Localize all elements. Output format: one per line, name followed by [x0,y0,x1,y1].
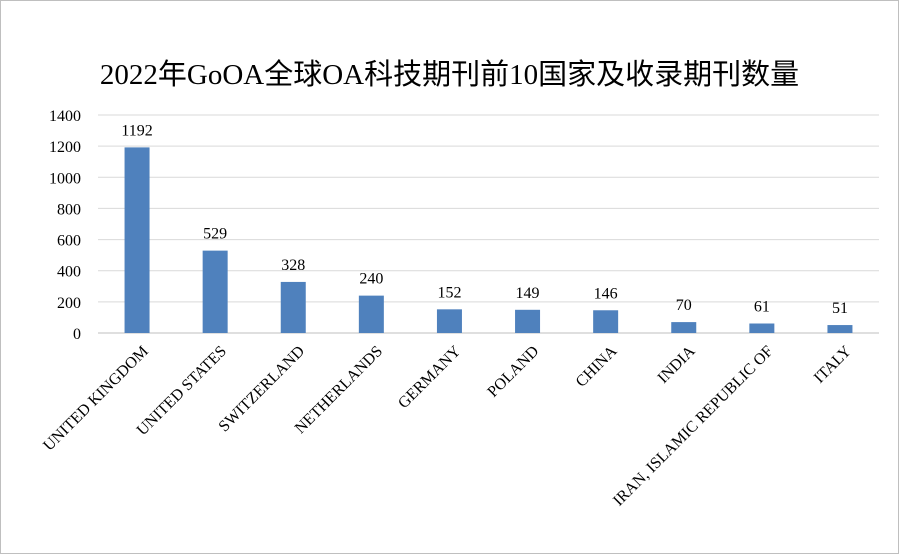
x-tick-label: CHINA [573,342,621,390]
bar [671,322,697,333]
bar [124,147,150,333]
data-label: 149 [516,285,540,302]
data-label: 328 [281,257,305,274]
data-label: 61 [754,299,770,316]
y-tick-label: 1200 [49,139,81,156]
gridlines [98,114,879,334]
y-tick-label: 1400 [49,108,81,125]
bar [202,250,228,333]
bar [280,281,306,333]
y-tick-label: 1000 [49,170,81,187]
x-tick-label: POLAND [484,343,542,401]
y-tick-label: 800 [57,201,81,218]
bar [515,309,541,333]
data-label: 70 [676,297,692,314]
y-tick-label: 400 [57,264,81,281]
chart-title: 2022年GoOA全球OA科技期刊前10国家及收录期刊数量 [99,59,800,91]
y-tick-label: 200 [57,295,81,312]
x-tick-label: ITALY [811,342,855,386]
bars [124,147,853,333]
y-tick-label: 600 [57,233,81,250]
x-tick-label: UNITED KINGDOM [40,343,152,455]
bar [593,310,619,333]
data-label: 1192 [121,122,152,139]
bar [749,323,775,333]
bar [358,295,384,333]
data-label: 240 [359,271,383,288]
x-tick-label: IRAN, ISLAMIC REPUBLIC OF [610,343,777,510]
x-tick-label: GERMANY [395,342,465,412]
data-label: 529 [203,226,227,243]
data-label: 51 [832,300,848,317]
data-label: 152 [437,284,461,301]
y-tick-label: 0 [73,326,81,343]
data-labels: 1192 529 328 240 152 149 146 70 61 51 [121,122,848,317]
y-axis: 0 200 400 600 800 1000 1200 1400 [49,108,81,343]
bar [436,309,462,333]
x-tick-label: NETHERLANDS [292,343,386,437]
data-label: 146 [594,285,618,302]
x-tick-label: INDIA [655,342,699,386]
bar [827,325,853,333]
